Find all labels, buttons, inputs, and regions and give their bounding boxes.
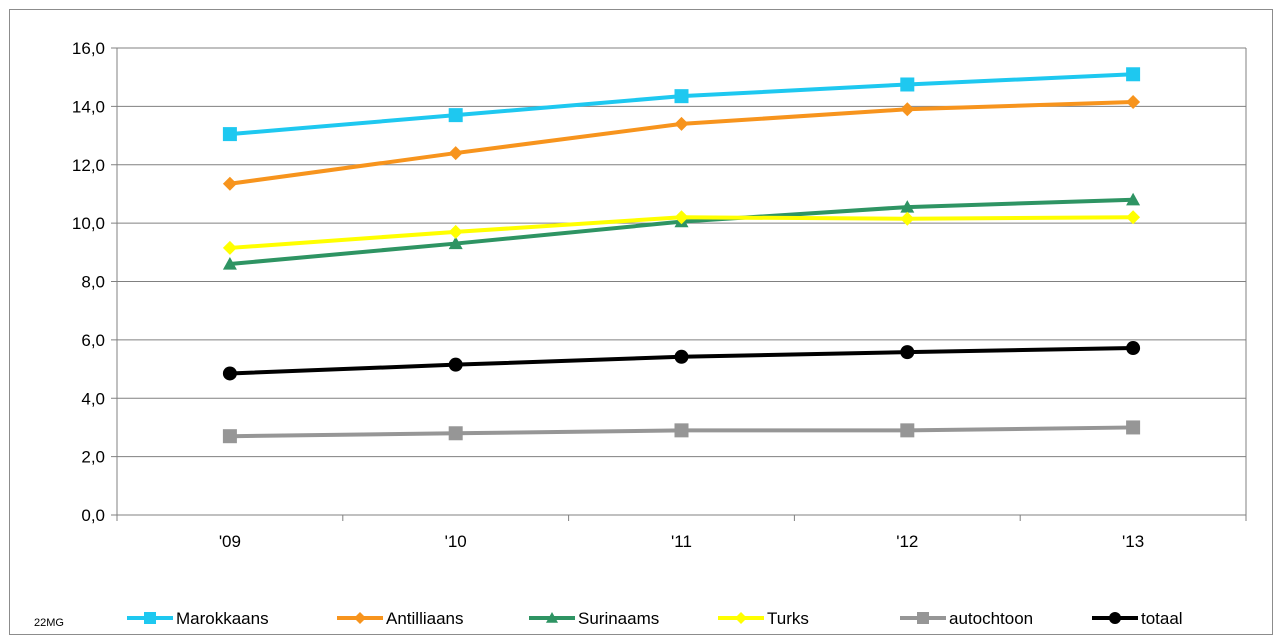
y-tick-label: 10,0 bbox=[72, 214, 105, 233]
legend-label: autochtoon bbox=[949, 609, 1033, 628]
legend-item-autochtoon: autochtoon bbox=[900, 609, 1033, 628]
series-marokkaans bbox=[222, 67, 1141, 142]
legend-swatch-marker bbox=[917, 612, 929, 624]
data-point bbox=[674, 423, 689, 438]
y-tick-label: 4,0 bbox=[81, 389, 105, 408]
x-tick-label: '12 bbox=[896, 532, 918, 551]
data-point bbox=[900, 200, 915, 213]
data-point bbox=[222, 127, 237, 142]
legend-swatch-marker bbox=[1109, 612, 1121, 624]
legend-swatch-marker bbox=[735, 612, 747, 624]
legend-label: totaal bbox=[1141, 609, 1183, 628]
data-point bbox=[674, 210, 689, 225]
y-tick-label: 16,0 bbox=[72, 39, 105, 58]
grid-layer bbox=[117, 47, 1246, 458]
series-turks bbox=[222, 210, 1141, 255]
y-tick-label: 2,0 bbox=[81, 448, 105, 467]
data-point bbox=[448, 357, 463, 372]
series-totaal bbox=[222, 341, 1141, 381]
data-point bbox=[222, 240, 237, 255]
data-point bbox=[900, 345, 915, 360]
legend: Marokkaans Antilliaans Surinaams Turks autoc… bbox=[127, 609, 1183, 628]
legend-label: Turks bbox=[767, 609, 809, 628]
footnote-label: 22MG bbox=[34, 617, 64, 629]
x-tick-label: '13 bbox=[1122, 532, 1144, 551]
data-point bbox=[1126, 420, 1141, 435]
series-line bbox=[229, 99, 1134, 186]
series-autochtoon bbox=[222, 420, 1141, 444]
data-point bbox=[1126, 67, 1141, 82]
data-point bbox=[674, 349, 689, 364]
data-point bbox=[1126, 94, 1141, 109]
legend-item-antilliaans: Antilliaans bbox=[337, 609, 464, 628]
legend-item-totaal: totaal bbox=[1092, 609, 1183, 628]
data-point bbox=[448, 146, 463, 161]
data-point bbox=[222, 256, 237, 270]
legend-label: Surinaams bbox=[578, 609, 659, 628]
legend-swatch-marker bbox=[354, 612, 366, 624]
x-tick-label: '11 bbox=[671, 532, 692, 551]
legend-item-marokkaans: Marokkaans bbox=[127, 609, 269, 628]
series-line bbox=[229, 197, 1134, 266]
y-tick-label: 12,0 bbox=[72, 156, 105, 175]
legend-swatch-marker bbox=[144, 612, 156, 624]
data-point bbox=[448, 426, 463, 441]
y-tick-label: 0,0 bbox=[81, 506, 105, 525]
legend-label: Antilliaans bbox=[386, 609, 464, 628]
legend-swatch-marker bbox=[546, 612, 558, 623]
y-tick-label: 8,0 bbox=[81, 273, 105, 292]
data-point bbox=[222, 429, 237, 444]
legend-label: Marokkaans bbox=[176, 609, 269, 628]
data-point bbox=[900, 102, 915, 117]
series-antilliaans bbox=[222, 94, 1141, 191]
data-point bbox=[900, 211, 915, 226]
data-point bbox=[1126, 192, 1141, 206]
legend-item-turks: Turks bbox=[718, 609, 809, 628]
y-tick-label: 14,0 bbox=[72, 97, 105, 116]
data-point bbox=[222, 176, 237, 191]
series-surinaams bbox=[222, 192, 1141, 270]
x-tick-label: '10 bbox=[445, 532, 467, 551]
data-point bbox=[448, 236, 463, 250]
y-tick-label: 6,0 bbox=[81, 331, 105, 350]
data-point bbox=[1126, 210, 1141, 225]
data-point bbox=[674, 116, 689, 131]
data-point bbox=[1126, 341, 1141, 356]
line-chart: 0,0 2,0 4,0 6,0 8,0 10,0 12,0 14,0 16,0 '09 '10 '11… bbox=[34, 39, 1247, 629]
data-point bbox=[222, 366, 237, 381]
axis-layer: 0,0 2,0 4,0 6,0 8,0 10,0 12,0 14,0 16,0 '09 '10 '11… bbox=[72, 39, 1247, 551]
chart-frame: 0,0 2,0 4,0 6,0 8,0 10,0 12,0 14,0 16,0 '09 '10 '11… bbox=[9, 9, 1273, 635]
data-point bbox=[448, 224, 463, 239]
data-point bbox=[900, 423, 915, 438]
data-point bbox=[448, 108, 463, 123]
data-point bbox=[900, 77, 915, 92]
series-layer bbox=[222, 67, 1141, 444]
legend-item-surinaams: Surinaams bbox=[529, 609, 659, 628]
data-point bbox=[674, 89, 689, 104]
x-tick-label: '09 bbox=[219, 532, 241, 551]
